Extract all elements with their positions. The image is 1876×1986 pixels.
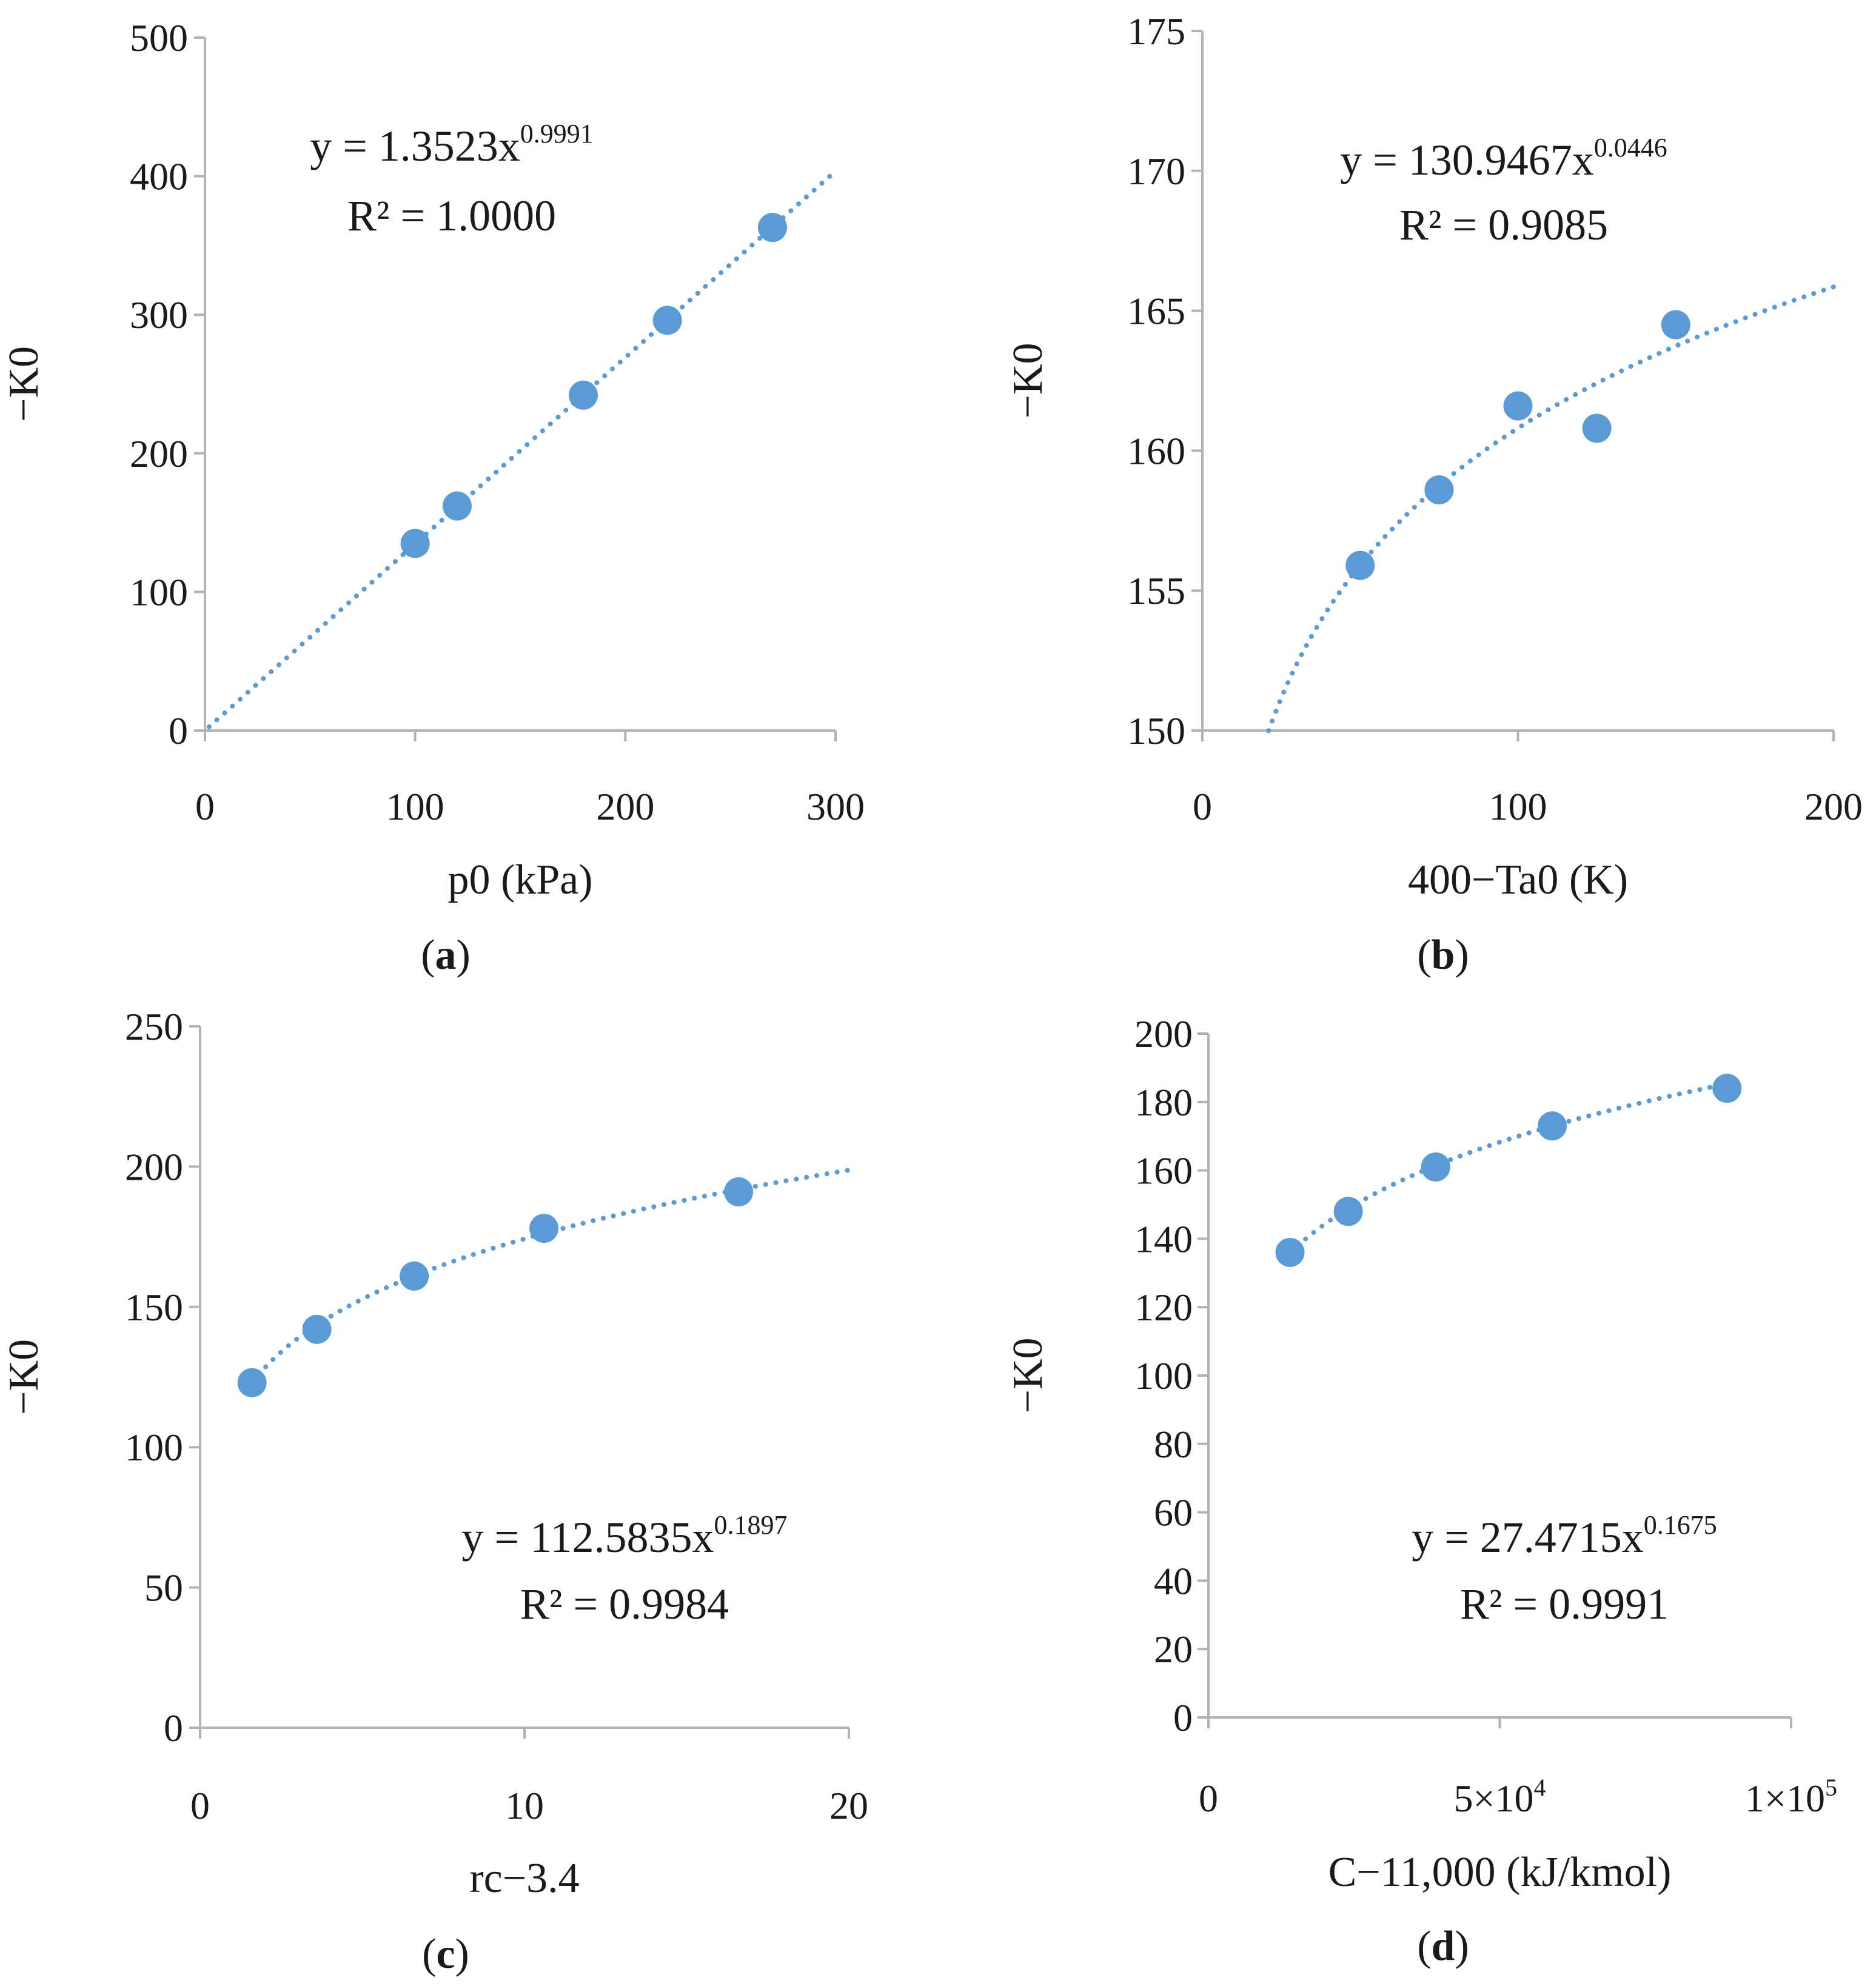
y-tick-label: 20 — [1154, 1628, 1193, 1671]
r-squared-label: R² = 0.9991 — [1460, 1580, 1669, 1628]
data-point — [1537, 1111, 1567, 1141]
x-tick-label: 0 — [195, 785, 215, 828]
panel-label: (a) — [421, 932, 471, 978]
y-tick-label: 180 — [1134, 1081, 1193, 1124]
panel-label: (b) — [1417, 932, 1469, 978]
y-tick-label: 0 — [164, 1707, 183, 1750]
trend-equation: y = 1.3523x0.9991 — [310, 119, 594, 170]
y-tick-label: 40 — [1154, 1559, 1193, 1602]
y-axis-title: −K0 — [1005, 1337, 1051, 1413]
x-axis-title: C−11,000 (kJ/kmol) — [1328, 1849, 1672, 1896]
chart-panel-a: 0 100 200 300 400 500 0 100 200 300 p0 (kPa) −K0 y =… — [1, 16, 865, 978]
r-squared-label: R² = 0.9984 — [520, 1580, 729, 1628]
y-tick-label: 100 — [1134, 1354, 1193, 1397]
y-tick-label: 150 — [1127, 709, 1185, 752]
data-point — [1275, 1237, 1305, 1267]
trend-equation: y = 27.4715x0.1675 — [1412, 1510, 1717, 1562]
data-point — [1582, 413, 1612, 443]
data-point — [569, 380, 598, 410]
y-tick-label: 200 — [125, 1145, 183, 1188]
y-tick-label: 0 — [169, 709, 188, 752]
y-tick-label: 400 — [130, 155, 188, 198]
data-point — [1503, 391, 1533, 421]
y-tick-label: 160 — [1127, 429, 1185, 472]
data-point — [400, 529, 430, 558]
x-tick-label: 200 — [1804, 785, 1863, 828]
x-tick-label: 5×104 — [1453, 1774, 1546, 1820]
data-point — [758, 213, 787, 242]
y-tick-label: 250 — [125, 1005, 183, 1048]
trend-equation: y = 112.5835x0.1897 — [462, 1510, 788, 1562]
x-tick-label: 20 — [829, 1784, 868, 1827]
trendline — [1266, 284, 1836, 734]
data-point — [652, 306, 682, 335]
y-tick-label: 200 — [1134, 1012, 1193, 1055]
y-tick-label: 100 — [130, 570, 188, 614]
r-squared-label: R² = 0.9085 — [1399, 201, 1608, 249]
y-tick-label: 120 — [1134, 1286, 1193, 1329]
x-tick-label: 100 — [1489, 785, 1547, 828]
x-tick-label: 300 — [806, 785, 865, 828]
trendline — [249, 1168, 851, 1385]
r-squared-label: R² = 1.0000 — [347, 192, 556, 240]
y-tick-label: 80 — [1154, 1423, 1193, 1466]
data-point — [724, 1177, 754, 1207]
y-tick-label: 140 — [1134, 1217, 1193, 1260]
y-tick-label: 165 — [1127, 290, 1185, 333]
x-axis-title: p0 (kPa) — [447, 857, 592, 903]
x-tick-label: 0 — [1193, 785, 1212, 828]
data-point — [529, 1214, 559, 1243]
chart-panel-b: 150 155 160 165 170 175 0 100 200 400−Ta0 (K) −K0 y… — [1005, 10, 1863, 978]
trendline — [206, 169, 838, 729]
chart-panel-c: 0 50 100 150 200 250 0 10 20 rc−3.4 −K0 y = 112.583… — [1, 1005, 868, 1978]
y-tick-label: 100 — [125, 1426, 183, 1469]
data-point — [1424, 475, 1454, 505]
data-point — [1661, 310, 1690, 339]
data-point — [1333, 1197, 1363, 1226]
data-point — [1421, 1152, 1450, 1182]
y-tick-label: 0 — [1173, 1696, 1193, 1739]
x-tick-label: 1×105 — [1745, 1774, 1837, 1820]
y-tick-label: 170 — [1127, 150, 1185, 193]
data-point — [443, 491, 472, 521]
y-tick-label: 175 — [1127, 10, 1185, 53]
trend-equation: y = 130.9467x0.0446 — [1340, 133, 1667, 184]
x-tick-label: 10 — [505, 1784, 544, 1827]
x-tick-label: 0 — [190, 1784, 210, 1827]
x-axis-title: 400−Ta0 (K) — [1408, 857, 1628, 903]
y-tick-label: 60 — [1154, 1491, 1193, 1534]
y-tick-label: 300 — [130, 293, 188, 336]
data-point — [302, 1314, 332, 1344]
x-tick-label: 100 — [386, 785, 444, 828]
data-point — [237, 1368, 267, 1397]
x-axis-title: rc−3.4 — [469, 1855, 579, 1902]
y-tick-label: 50 — [144, 1566, 183, 1610]
chart-panel-d: 0 20 40 60 80 100 120 140 160 180 200 0 5×104 1×105 C−… — [1005, 1012, 1837, 1970]
y-axis-title: −K0 — [1005, 343, 1051, 418]
x-tick-label: 0 — [1199, 1777, 1218, 1820]
y-tick-label: 155 — [1127, 569, 1185, 612]
y-tick-label: 500 — [130, 16, 188, 59]
y-tick-label: 200 — [130, 432, 188, 475]
panel-label: (c) — [422, 1931, 469, 1978]
y-tick-label: 150 — [125, 1286, 183, 1329]
panel-label: (d) — [1417, 1923, 1469, 1970]
data-point — [1345, 550, 1375, 580]
data-point — [400, 1261, 429, 1291]
y-axis-title: −K0 — [1, 346, 47, 422]
trendline — [1287, 1081, 1730, 1255]
x-tick-label: 200 — [596, 785, 654, 828]
data-point — [1712, 1074, 1742, 1103]
y-tick-label: 160 — [1134, 1149, 1193, 1192]
y-axis-title: −K0 — [1, 1339, 47, 1415]
